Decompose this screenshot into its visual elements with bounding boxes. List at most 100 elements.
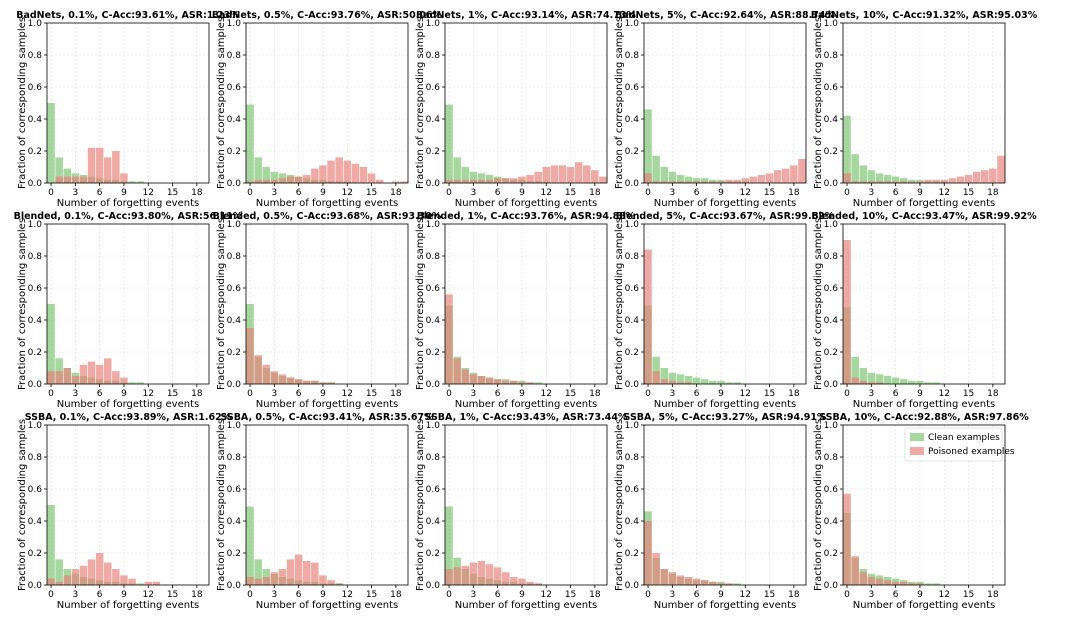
chart-title: Blended, 10%, C-Acc:93.47%, ASR:99.92% [811, 211, 1037, 222]
x-tick-label: 9 [519, 389, 525, 399]
poisoned-bar [851, 181, 859, 183]
clean-bar [900, 379, 908, 384]
plot-frame [643, 223, 807, 385]
plot-frame [444, 22, 608, 184]
poisoned-bar [859, 572, 867, 585]
x-axis-label: Number of forgetting events [256, 600, 398, 611]
clean-bar [725, 382, 733, 384]
poisoned-bar [956, 176, 965, 183]
x-tick-label: 15 [565, 188, 576, 198]
y-tick-label: 0.0 [227, 179, 242, 189]
y-tick-label: 0.6 [28, 284, 43, 294]
clean-bar [851, 356, 859, 384]
x-axis-label: Number of forgetting events [654, 600, 796, 611]
x-tick-label: 0 [48, 188, 54, 198]
x-tick-label: 0 [844, 590, 850, 600]
clean-bar [875, 374, 884, 384]
poisoned-bar [79, 176, 88, 183]
poisoned-bar [765, 173, 774, 183]
x-tick-label: 0 [247, 188, 253, 198]
clean-bar [867, 372, 876, 384]
y-axis-label: Fraction of corresponding samples [813, 218, 824, 390]
poisoned-bar [327, 160, 335, 183]
plot-frame [842, 424, 1006, 586]
poisoned-bar [676, 181, 685, 183]
poisoned-bar [875, 181, 884, 183]
x-tick-label: 9 [718, 590, 724, 600]
poisoned-bar [87, 147, 96, 183]
x-axis-label: Number of forgetting events [654, 399, 796, 410]
y-tick-label: 0.4 [227, 115, 242, 125]
poisoned-bar [676, 575, 685, 585]
poisoned-bar [583, 165, 591, 183]
clean-bar [128, 382, 136, 384]
poisoned-bar [55, 176, 63, 183]
y-tick-label: 0.2 [28, 147, 42, 157]
clean-bar [908, 380, 916, 384]
y-tick-label: 0.6 [426, 83, 441, 93]
poisoned-bar [469, 374, 478, 384]
poisoned-bar [152, 581, 161, 585]
poisoned-bar [319, 382, 327, 384]
y-tick-label: 0.6 [227, 485, 242, 495]
chart-panel-1: 0.0 0.2 0.4 0.6 0.8 1.0 0 3 6 9 12 15 18 BadNets, 0.5… [212, 10, 443, 209]
clean-bar [254, 559, 262, 585]
poisoned-bar [104, 358, 112, 384]
chart-title: SSBA, 0.1%, C-Acc:93.89%, ASR:1.62% [25, 412, 232, 423]
poisoned-bar [493, 379, 502, 384]
y-tick-label: 0.2 [227, 147, 241, 157]
y-tick-label: 0.0 [426, 179, 441, 189]
poisoned-bar [87, 361, 96, 384]
plot-frame [46, 424, 210, 586]
poisoned-bar [668, 380, 677, 384]
poisoned-bar [79, 565, 88, 585]
y-tick-label: 0.2 [28, 549, 42, 559]
poisoned-bar [445, 179, 453, 183]
plot-frame [46, 22, 210, 184]
clean-bar [684, 376, 693, 384]
poisoned-bar [867, 577, 876, 585]
y-tick-label: 0.6 [227, 284, 242, 294]
y-tick-label: 0.2 [28, 348, 42, 358]
plot-frame [842, 22, 1006, 184]
x-tick-label: 0 [247, 590, 253, 600]
x-tick-label: 6 [495, 389, 501, 399]
poisoned-bar [63, 176, 71, 183]
clean-bar [843, 115, 851, 183]
x-axis-label: Number of forgetting events [455, 198, 597, 209]
x-tick-label: 15 [565, 389, 576, 399]
clean-bar [676, 175, 685, 183]
clean-bar [717, 380, 725, 384]
poisoned-bar [709, 581, 717, 585]
clean-bar [900, 178, 908, 183]
poisoned-bar [120, 377, 128, 384]
x-tick-label: 18 [788, 590, 800, 600]
y-axis-label: Fraction of corresponding samples [415, 419, 426, 591]
poisoned-bar [262, 364, 270, 384]
chart-title: BadNets, 1%, C-Acc:93.14%, ASR:74.73% [416, 10, 636, 21]
poisoned-bar [843, 173, 851, 183]
poisoned-bar [319, 165, 327, 183]
poisoned-bar [502, 572, 510, 585]
poisoned-bar [303, 561, 311, 585]
plot-frame [444, 424, 608, 586]
x-tick-label: 12 [939, 590, 950, 600]
y-tick-label: 0.8 [426, 453, 441, 463]
poisoned-bar [254, 355, 262, 384]
poisoned-bar [254, 578, 262, 585]
x-tick-label: 18 [191, 590, 203, 600]
clean-bar [453, 157, 461, 183]
poisoned-bar [246, 181, 254, 183]
chart-title: BadNets, 0.5%, C-Acc:93.76%, ASR:50.06% [212, 10, 443, 21]
y-axis-label: Fraction of corresponding samples [216, 218, 227, 390]
chart-panel-12: 0.0 0.2 0.4 0.6 0.8 1.0 0 3 6 9 12 15 18 SSBA, 1%, C-… [415, 412, 628, 611]
x-tick-label: 6 [893, 188, 899, 198]
poisoned-bar [510, 380, 518, 384]
x-tick-label: 3 [669, 590, 675, 600]
x-tick-label: 15 [565, 590, 576, 600]
x-axis-label: Number of forgetting events [853, 399, 995, 410]
poisoned-bar [286, 377, 295, 384]
chart-panel-0: 0.0 0.2 0.4 0.6 0.8 1.0 0 3 6 9 12 15 18 BadNets, 0.1… [16, 10, 240, 209]
x-tick-label: 0 [446, 590, 452, 600]
x-tick-label: 9 [320, 188, 326, 198]
